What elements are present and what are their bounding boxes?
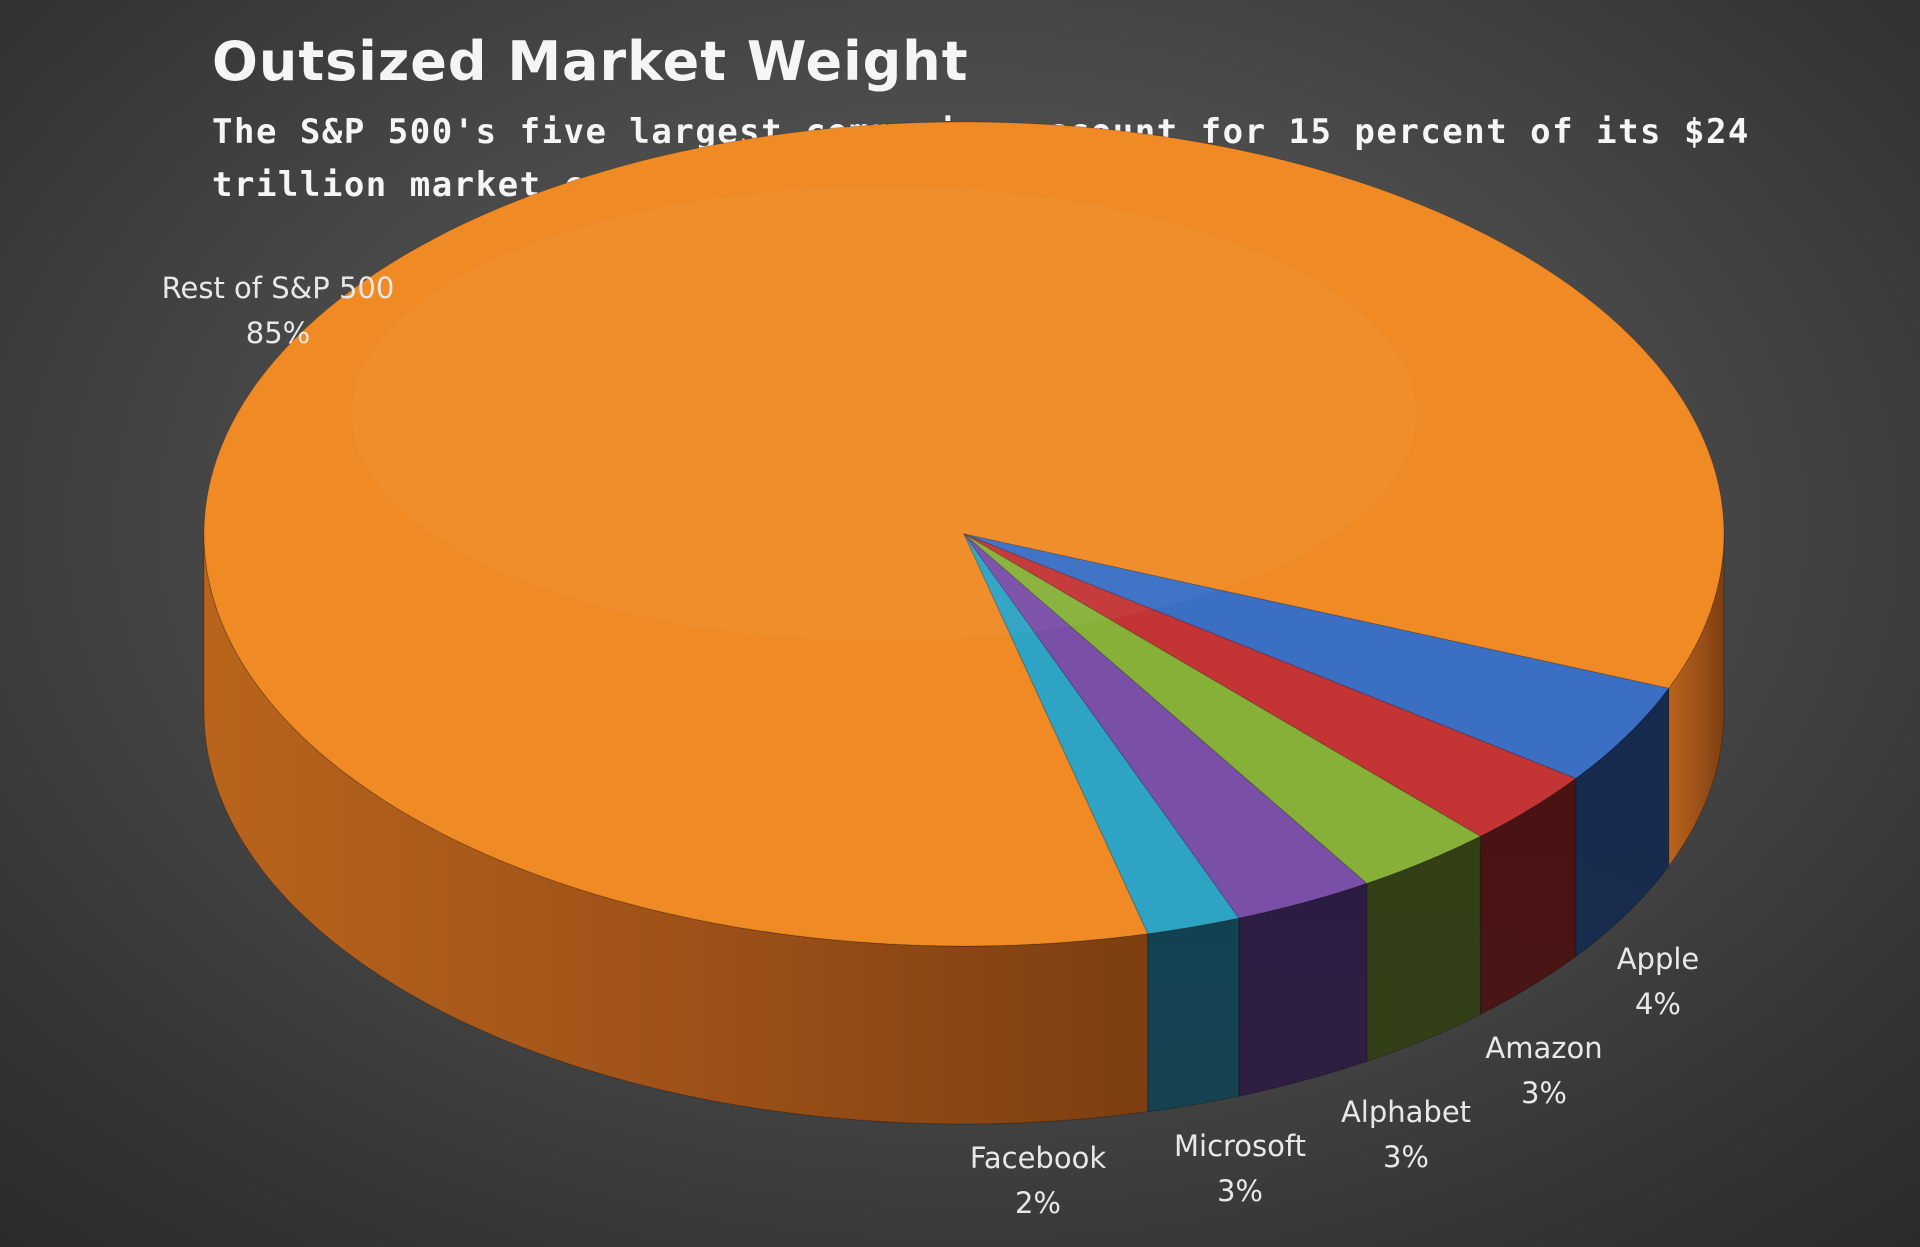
label-facebook: Facebook <box>970 1141 1106 1175</box>
pie-sides <box>203 533 1725 1125</box>
pie-slices <box>203 121 1725 947</box>
value-rest-of-s-p-500: 85% <box>246 316 310 350</box>
value-alphabet: 3% <box>1383 1140 1429 1174</box>
value-apple: 4% <box>1635 987 1681 1021</box>
slice-side-facebook <box>1147 917 1240 1113</box>
slice-rest-of-s-p-500 <box>203 121 1725 947</box>
slice-microsoft <box>963 533 1368 919</box>
label-amazon: Amazon <box>1485 1031 1602 1065</box>
label-microsoft: Microsoft <box>1174 1129 1306 1163</box>
label-apple: Apple <box>1617 942 1700 976</box>
slice-side-microsoft <box>1238 882 1368 1097</box>
pie-labels: Rest of S&P 500 85% Apple 4% Amazon 3% Alphabe… <box>162 271 1700 1220</box>
value-microsoft: 3% <box>1217 1174 1263 1208</box>
value-amazon: 3% <box>1521 1076 1567 1110</box>
pie-highlight <box>352 187 1416 641</box>
slice-side-apple <box>1575 686 1670 958</box>
slice-apple <box>963 533 1670 780</box>
label-rest-of-s-p-500: Rest of S&P 500 <box>162 271 395 305</box>
slice-facebook <box>963 533 1240 935</box>
label-alphabet: Alphabet <box>1341 1095 1471 1129</box>
slice-amazon <box>963 533 1577 837</box>
chart-title: Outsized Market Weight <box>212 30 969 93</box>
value-facebook: 2% <box>1015 1186 1061 1220</box>
slice-alphabet <box>963 533 1482 884</box>
